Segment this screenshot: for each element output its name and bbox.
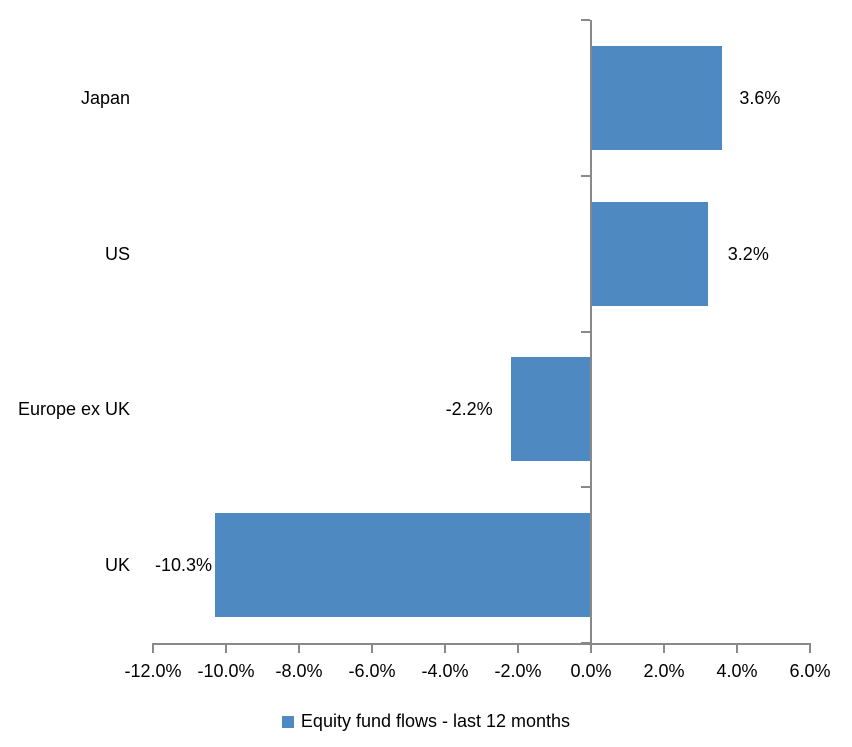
x-axis-tick	[517, 645, 519, 653]
bar-value-label-us: 3.2%	[727, 243, 769, 264]
category-label-europe-ex-uk: Europe ex UK	[17, 399, 130, 420]
legend: Equity fund flows - last 12 months	[0, 711, 852, 732]
legend-label: Equity fund flows - last 12 months	[300, 711, 571, 731]
x-axis-tick	[371, 645, 373, 653]
legend-swatch-icon	[281, 715, 294, 728]
x-axis-tick	[152, 645, 154, 653]
bar-uk	[215, 513, 590, 618]
x-tick-label: -12.0%	[124, 661, 182, 681]
x-tick-label: 6.0%	[789, 661, 831, 681]
y-axis-tick	[581, 174, 590, 177]
x-axis-tick	[444, 645, 446, 653]
bar-value-label-uk: -10.3%	[155, 555, 213, 576]
x-axis-tick	[736, 645, 738, 653]
y-axis-tick	[581, 330, 590, 333]
x-tick-label: -8.0%	[275, 661, 323, 681]
x-tick-label: 2.0%	[643, 661, 685, 681]
y-axis-tick	[581, 486, 590, 489]
y-axis-tick	[581, 642, 590, 644]
x-tick-label: -6.0%	[348, 661, 396, 681]
category-label-uk: UK	[104, 555, 130, 576]
bar-value-label-europe-ex-uk: -2.2%	[445, 399, 493, 420]
x-axis-line	[152, 643, 811, 645]
x-axis-tick	[663, 645, 665, 653]
x-axis-tick	[590, 645, 592, 653]
x-axis-tick	[298, 645, 300, 653]
x-tick-label: -2.0%	[494, 661, 542, 681]
x-tick-label: 4.0%	[716, 661, 758, 681]
bar-us	[592, 201, 708, 306]
y-axis-line	[590, 20, 592, 643]
x-axis-tick	[809, 645, 811, 653]
bar-japan	[592, 45, 723, 150]
x-tick-label: -4.0%	[421, 661, 469, 681]
category-label-us: US	[104, 243, 130, 264]
x-tick-label: 0.0%	[570, 661, 612, 681]
x-axis-tick	[225, 645, 227, 653]
bar-europe-ex-uk	[510, 357, 590, 462]
y-axis-tick	[581, 19, 590, 21]
bar-value-label-japan: 3.6%	[739, 87, 781, 108]
category-label-japan: Japan	[80, 87, 130, 108]
x-tick-label: -10.0%	[197, 661, 255, 681]
